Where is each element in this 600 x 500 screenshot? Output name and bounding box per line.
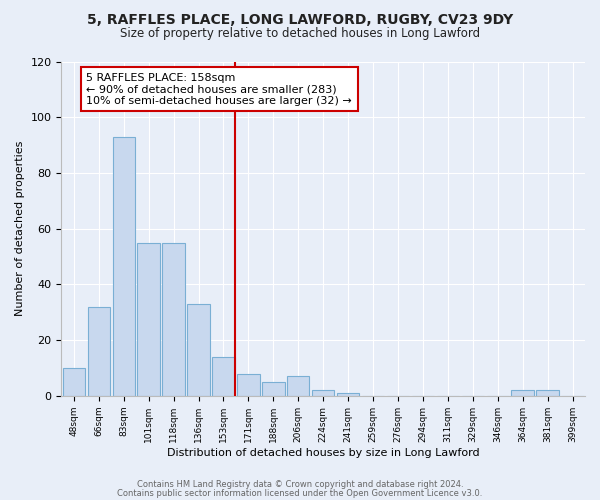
Bar bbox=[262, 382, 284, 396]
Bar bbox=[237, 374, 260, 396]
Bar bbox=[337, 393, 359, 396]
X-axis label: Distribution of detached houses by size in Long Lawford: Distribution of detached houses by size … bbox=[167, 448, 479, 458]
Bar bbox=[511, 390, 534, 396]
Bar bbox=[113, 136, 135, 396]
Text: Size of property relative to detached houses in Long Lawford: Size of property relative to detached ho… bbox=[120, 28, 480, 40]
Bar bbox=[312, 390, 334, 396]
Y-axis label: Number of detached properties: Number of detached properties bbox=[15, 141, 25, 316]
Text: Contains HM Land Registry data © Crown copyright and database right 2024.: Contains HM Land Registry data © Crown c… bbox=[137, 480, 463, 489]
Text: 5 RAFFLES PLACE: 158sqm
← 90% of detached houses are smaller (283)
10% of semi-d: 5 RAFFLES PLACE: 158sqm ← 90% of detache… bbox=[86, 72, 352, 106]
Bar bbox=[62, 368, 85, 396]
Bar bbox=[212, 357, 235, 396]
Bar bbox=[287, 376, 310, 396]
Bar bbox=[163, 242, 185, 396]
Bar bbox=[536, 390, 559, 396]
Text: 5, RAFFLES PLACE, LONG LAWFORD, RUGBY, CV23 9DY: 5, RAFFLES PLACE, LONG LAWFORD, RUGBY, C… bbox=[87, 12, 513, 26]
Bar bbox=[137, 242, 160, 396]
Text: Contains public sector information licensed under the Open Government Licence v3: Contains public sector information licen… bbox=[118, 488, 482, 498]
Bar bbox=[88, 306, 110, 396]
Bar bbox=[187, 304, 210, 396]
